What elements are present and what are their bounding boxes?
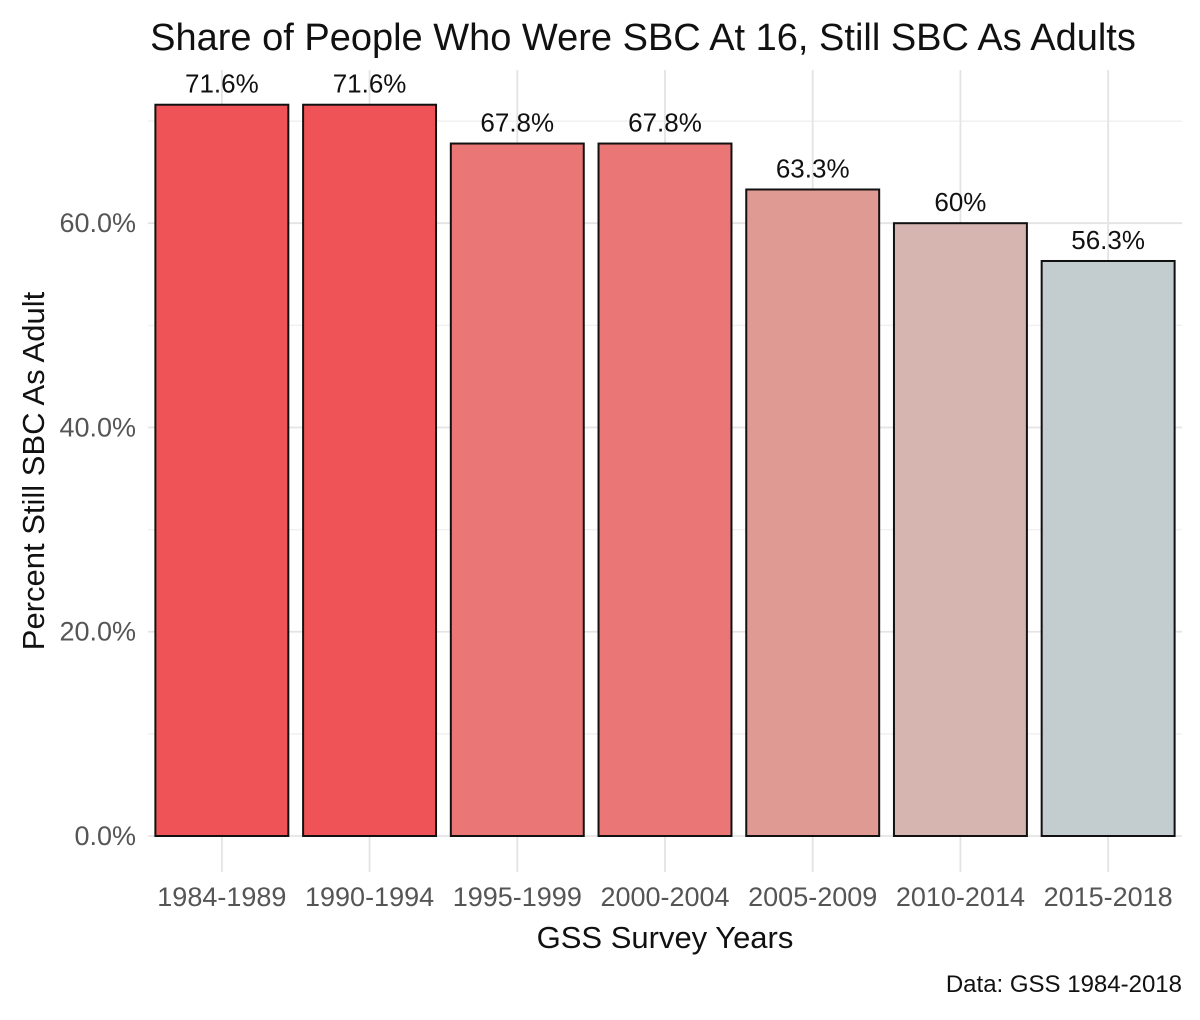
data-source-caption: Data: GSS 1984-2018 <box>946 971 1182 998</box>
bar-1990-1994 <box>302 103 438 837</box>
x-tick-label: 2000-2004 <box>600 882 729 912</box>
bar-value-label: 63.3% <box>776 153 850 183</box>
y-tick-label: 20.0% <box>59 617 136 647</box>
x-tick-label: 1984-1989 <box>157 882 286 912</box>
y-axis-title: Percent Still SBC As Adult <box>16 291 51 650</box>
bar-2005-2009 <box>745 188 881 838</box>
bar-value-label: 60% <box>934 187 986 217</box>
bar-2015-2018 <box>1040 259 1176 837</box>
bar-value-label: 71.6% <box>333 69 407 99</box>
chart-title: Share of People Who Were SBC At 16, Stil… <box>150 17 1136 59</box>
x-tick-label: 2005-2009 <box>748 882 877 912</box>
axis-layer: 0.0% 20.0% 40.0% 60.0% 1984-1989 1990-1994 199… <box>59 208 1172 912</box>
bar-1984-1989 <box>154 103 290 837</box>
bar-2000-2004 <box>597 142 733 837</box>
bar-value-label: 67.8% <box>628 108 702 138</box>
x-tick-label: 1990-1994 <box>305 882 434 912</box>
y-tick-label: 60.0% <box>59 208 136 238</box>
x-axis-title: GSS Survey Years <box>537 920 794 955</box>
x-tick-label: 2015-2018 <box>1044 882 1173 912</box>
x-tick-label: 2010-2014 <box>896 882 1025 912</box>
bar-2010-2014 <box>892 222 1028 837</box>
y-tick-label: 40.0% <box>59 412 136 442</box>
bar-1995-1999 <box>449 142 585 837</box>
bar-value-label: 67.8% <box>480 108 554 138</box>
value-label-layer: 71.6% 71.6% 67.8% 67.8% 63.3% 60% 56.3% <box>185 69 1145 255</box>
x-tick-label: 1995-1999 <box>453 882 582 912</box>
bar-layer <box>154 103 1176 838</box>
bar-value-label: 56.3% <box>1071 225 1145 255</box>
y-tick-label: 0.0% <box>74 821 136 851</box>
bar-value-label: 71.6% <box>185 69 259 99</box>
